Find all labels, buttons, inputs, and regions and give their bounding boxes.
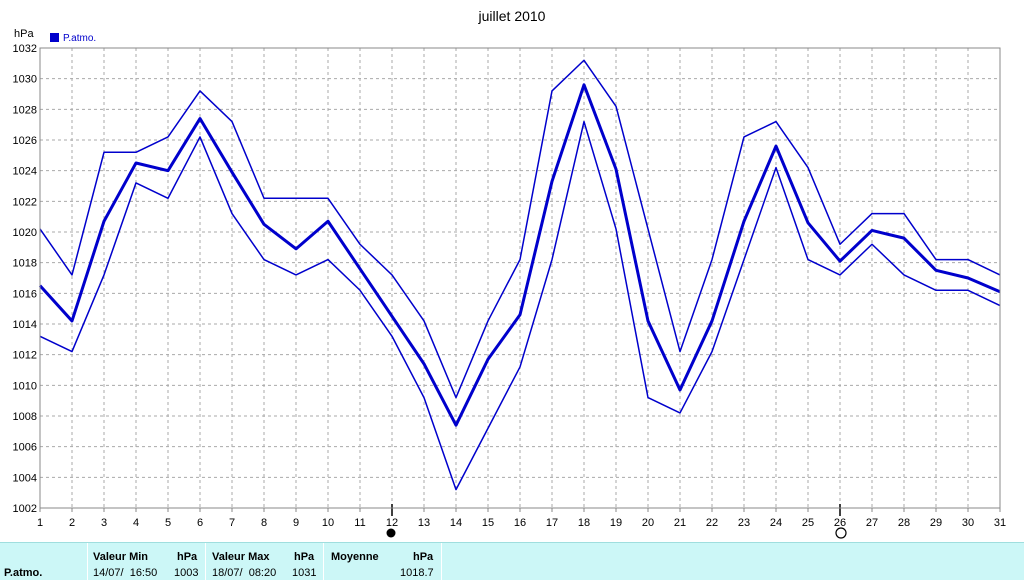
series-line-mean bbox=[38, 83, 1001, 427]
x-tick-label: 19 bbox=[610, 517, 622, 529]
x-tick-label: 22 bbox=[706, 517, 718, 529]
min-unit: hPa bbox=[177, 551, 198, 563]
x-tick-label: 26 bbox=[834, 517, 846, 529]
x-tick-label: 30 bbox=[962, 517, 974, 529]
x-tick-label: 9 bbox=[293, 517, 299, 529]
max-value: 1031 bbox=[292, 567, 317, 579]
series-line-max bbox=[39, 59, 1001, 399]
x-tick-label: 31 bbox=[994, 517, 1006, 529]
x-tick-label: 13 bbox=[418, 517, 430, 529]
x-tick-label: 11 bbox=[354, 517, 365, 529]
x-tick-label: 7 bbox=[229, 517, 235, 529]
y-tick-label: 1006 bbox=[13, 442, 37, 454]
x-tick-label: 6 bbox=[197, 517, 203, 529]
grid bbox=[40, 48, 1000, 508]
y-tick-label: 1016 bbox=[13, 288, 37, 300]
x-tick-label: 27 bbox=[866, 517, 878, 529]
new-moon-icon bbox=[386, 528, 396, 538]
summary-separator bbox=[441, 543, 442, 581]
summary-separator bbox=[323, 543, 324, 581]
x-axis-ticks: 1 2 3 4 5 6 7 8 9 10 11 12 13 14 15 16 17 18 19 20 21 22 23 24 2… bbox=[37, 508, 1006, 529]
x-tick-label: 20 bbox=[642, 517, 654, 529]
max-unit: hPa bbox=[294, 551, 315, 563]
summary-bar: P.atmo. Valeur Min hPa 14/07/ 16:50 1003… bbox=[0, 542, 1024, 581]
legend-label: P.atmo. bbox=[63, 33, 96, 44]
plot-frame bbox=[39, 47, 1001, 509]
y-tick-label: 1024 bbox=[13, 166, 37, 178]
x-tick-label: 14 bbox=[450, 517, 462, 529]
y-tick-label: 1032 bbox=[13, 43, 37, 55]
x-tick-label: 17 bbox=[546, 517, 558, 529]
max-header: Valeur Max bbox=[212, 551, 270, 563]
y-axis-unit: hPa bbox=[14, 28, 34, 40]
summary-separator bbox=[87, 543, 88, 581]
series-line-min bbox=[39, 120, 1001, 491]
summary-row-label: P.atmo. bbox=[4, 567, 43, 579]
min-value: 1003 bbox=[174, 567, 199, 579]
x-tick-label: 5 bbox=[165, 517, 171, 529]
x-tick-label: 16 bbox=[514, 517, 526, 529]
avg-header: Moyenne bbox=[331, 551, 379, 563]
y-tick-label: 1022 bbox=[13, 196, 37, 208]
x-tick-label: 24 bbox=[770, 517, 782, 529]
min-when: 14/07/ 16:50 bbox=[93, 567, 158, 579]
x-tick-label: 15 bbox=[482, 517, 494, 529]
x-tick-label: 25 bbox=[802, 517, 814, 529]
x-tick-label: 12 bbox=[386, 517, 398, 529]
x-tick-label: 3 bbox=[101, 517, 107, 529]
chart-title: juillet 2010 bbox=[478, 8, 546, 24]
y-tick-label: 1014 bbox=[13, 319, 37, 331]
min-header: Valeur Min bbox=[93, 551, 149, 563]
avg-unit: hPa bbox=[413, 551, 434, 563]
full-moon-icon bbox=[835, 527, 847, 539]
y-tick-label: 1028 bbox=[13, 104, 37, 116]
y-tick-label: 1030 bbox=[13, 74, 37, 86]
x-tick-label: 1 bbox=[37, 517, 43, 529]
pressure-chart: juillet 2010 hPa P.atmo. 100210041006100… bbox=[13, 8, 1006, 539]
x-tick-label: 2 bbox=[69, 517, 75, 529]
x-tick-label: 10 bbox=[322, 517, 334, 529]
summary-separator bbox=[205, 543, 206, 581]
x-tick-label: 18 bbox=[578, 517, 590, 529]
y-tick-label: 1020 bbox=[13, 227, 37, 239]
y-tick-label: 1004 bbox=[13, 472, 37, 484]
x-tick-label: 21 bbox=[674, 517, 686, 529]
y-tick-label: 1010 bbox=[13, 380, 37, 392]
y-tick-label: 1008 bbox=[13, 411, 37, 423]
y-tick-label: 1002 bbox=[13, 503, 37, 515]
y-tick-label: 1012 bbox=[13, 350, 37, 362]
x-tick-label: 29 bbox=[930, 517, 942, 529]
y-axis-ticks: 1002 1004 1006 1008 1010 1012 1014 1016 1018 1020… bbox=[13, 43, 37, 515]
x-tick-label: 28 bbox=[898, 517, 910, 529]
max-when: 18/07/ 08:20 bbox=[212, 567, 277, 579]
moon-phase-markers bbox=[386, 504, 847, 539]
x-tick-label: 8 bbox=[261, 517, 267, 529]
y-tick-label: 1018 bbox=[13, 258, 37, 270]
x-tick-label: 4 bbox=[133, 517, 139, 529]
avg-value: 1018.7 bbox=[400, 567, 434, 579]
legend-swatch bbox=[50, 33, 59, 42]
y-tick-label: 1026 bbox=[13, 135, 37, 147]
series-lines bbox=[38, 59, 1001, 491]
x-tick-label: 23 bbox=[738, 517, 750, 529]
